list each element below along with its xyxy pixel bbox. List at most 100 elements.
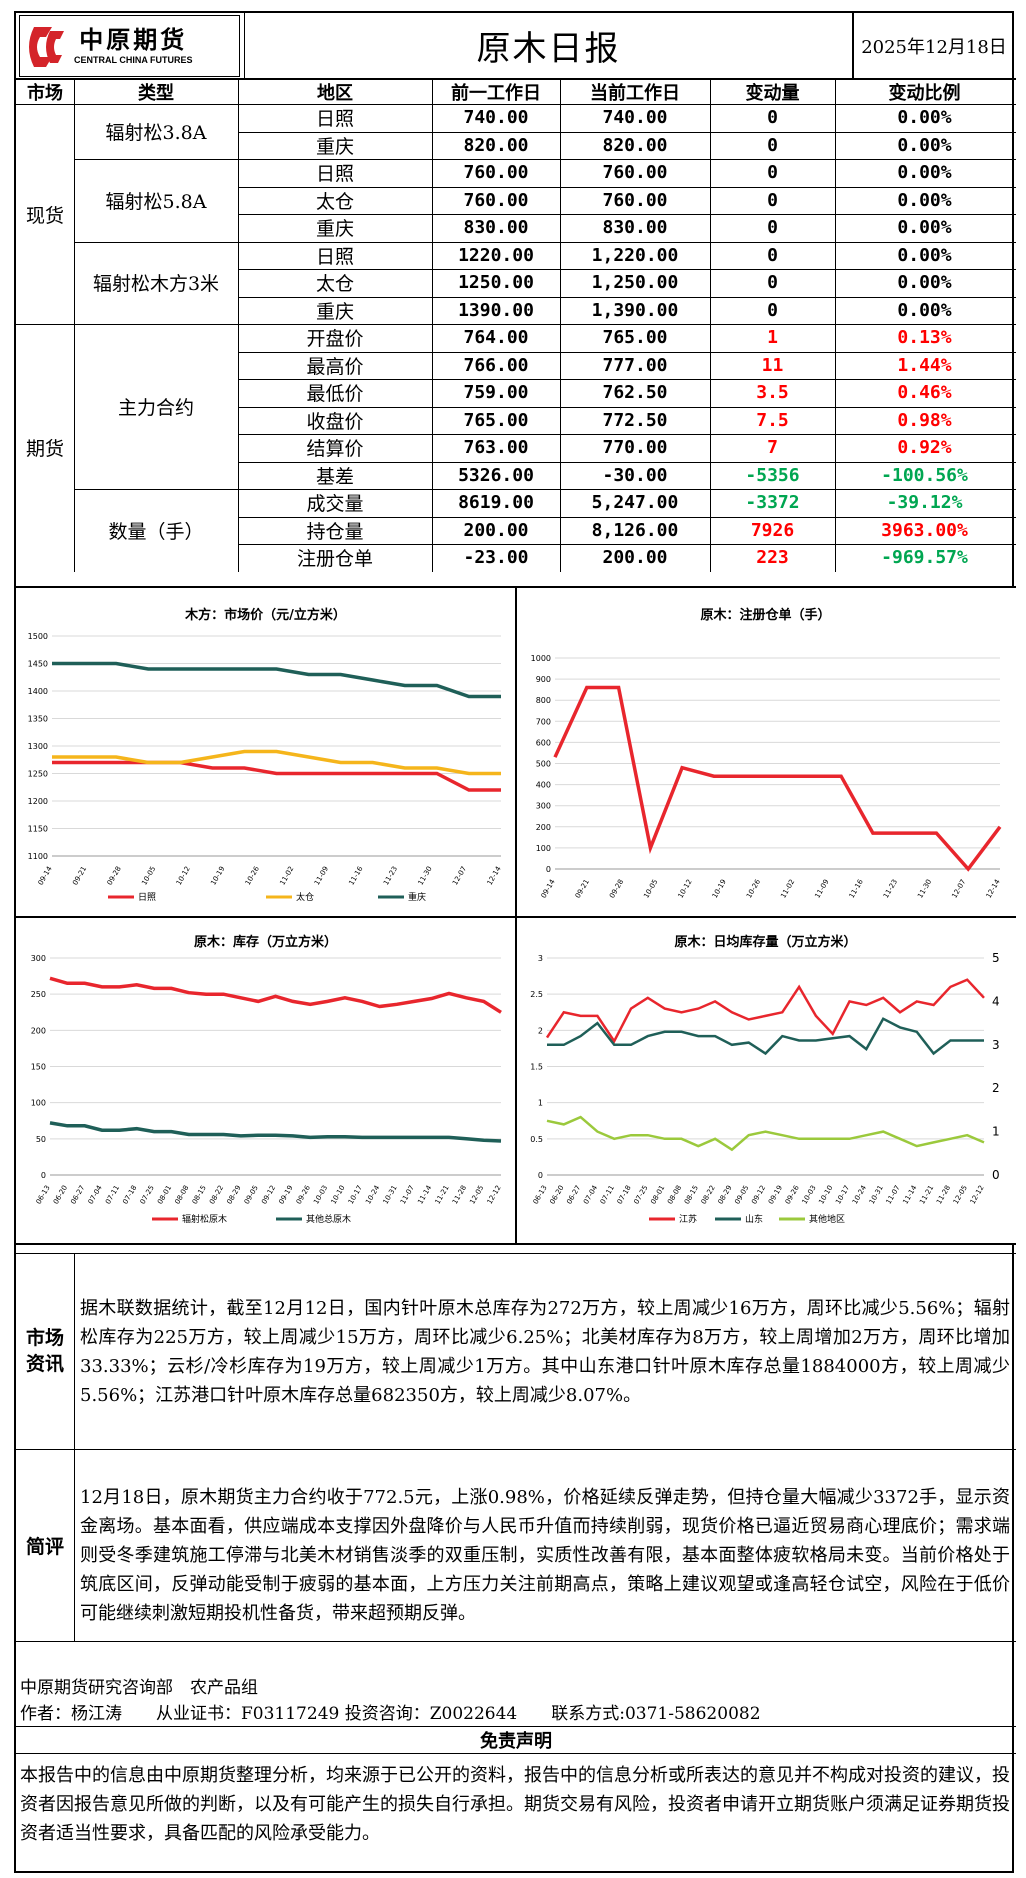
market-info-label: 市场资讯 <box>16 1253 74 1449</box>
prev-value-cell: 766.00 <box>463 354 529 376</box>
x-tick-label: 12-14 <box>486 865 503 887</box>
x-tick-label: 10-24 <box>364 1184 381 1206</box>
report-page: 中原期货 CENTRAL CHINA FUTURES 原木日报 2025年12月… <box>14 11 1016 1873</box>
x-tick-label: 11-02 <box>779 878 796 900</box>
change-pct-cell: -100.56% <box>881 464 968 486</box>
change-pct-cell: 0.00% <box>897 107 952 129</box>
x-tick-label: 08-01 <box>156 1184 173 1206</box>
prev-value-cell: 5326.00 <box>458 464 534 486</box>
disclaimer-text: 本报告中的信息由中原期货整理分析，均来源于已公开的资料，报告中的信息分析或所表达… <box>20 1765 1010 1844</box>
change-pct-cell: 0.00% <box>897 272 952 294</box>
x-tick-label: 07-04 <box>87 1184 104 1206</box>
y-tick-label: 1350 <box>28 715 48 724</box>
y-tick-label: 900 <box>536 675 551 684</box>
x-tick-label: 07-11 <box>104 1184 121 1206</box>
x-tick-label: 10-26 <box>244 865 261 887</box>
change-cell: 0 <box>767 272 778 294</box>
change-pct-cell: 0.98% <box>897 409 952 431</box>
change-cell: 0 <box>767 189 778 211</box>
prev-value-cell: 764.00 <box>463 327 529 349</box>
x-tick-label: 11-14 <box>901 1184 918 1206</box>
prev-value-cell: 765.00 <box>463 409 529 431</box>
comment-text: 12月18日，原木期货主力合约收于772.5元，上涨0.98%，价格延续反弹走势… <box>80 1487 1010 1624</box>
series-line <box>553 685 1002 872</box>
chart-inventory: 原木：库存（万立方米） 0 50 100 150 200 250 300 06-13 06-20 0… <box>16 918 515 1243</box>
curr-value-cell: 760.00 <box>602 162 668 184</box>
logo: 中原期货 CENTRAL CHINA FUTURES <box>19 15 240 77</box>
x-tick-label: 06-20 <box>548 1184 565 1206</box>
region-cell: 收盘价 <box>306 410 364 433</box>
region-cell: 重庆 <box>315 300 354 323</box>
prev-value-cell: -23.00 <box>463 547 529 569</box>
column-header: 变动量 <box>745 83 800 104</box>
chart-title: 原木：日均库存量（万立方米） <box>674 934 856 950</box>
change-cell: 7926 <box>750 519 795 541</box>
chart-title: 原木：注册仓单（手） <box>700 607 830 623</box>
x-tick-label: 12-05 <box>952 1184 969 1206</box>
chart-title: 木方：市场价（元/立方米） <box>184 607 346 623</box>
x-tick-label: 06-27 <box>69 1184 86 1206</box>
y-tick-label: 0 <box>538 1171 543 1180</box>
legend-label: 其他总原木 <box>306 1213 351 1225</box>
x-tick-label: 11-23 <box>382 865 399 887</box>
y-tick-label: 250 <box>31 990 46 999</box>
x-tick-label: 12-07 <box>950 878 967 900</box>
x-tick-label: 06-13 <box>35 1184 52 1206</box>
x-tick-label: 11-30 <box>417 865 434 887</box>
curr-value-cell: 200.00 <box>602 547 668 569</box>
market-info-label-text: 市场资讯 <box>25 1327 64 1375</box>
x-tick-label: 07-11 <box>599 1184 616 1206</box>
x-tick-label: 12-14 <box>985 878 1002 900</box>
region-cell: 日照 <box>315 163 354 186</box>
x-tick-label: 11-16 <box>848 878 865 900</box>
x-tick-label: 10-03 <box>312 1184 329 1206</box>
x-tick-label: 09-19 <box>767 1184 784 1206</box>
prev-value-cell: 763.00 <box>463 437 529 459</box>
y-tick-label: 0.5 <box>530 1135 543 1144</box>
change-cell: 223 <box>756 547 789 569</box>
legend-label: 辐射松原木 <box>182 1213 227 1225</box>
x-tick-label: 10-10 <box>330 1184 347 1206</box>
prev-value-cell: 8619.00 <box>458 492 534 514</box>
change-pct-cell: -969.57% <box>881 547 968 569</box>
x-tick-label: 09-14 <box>37 865 54 887</box>
chart-wood-square-price: 木方：市场价（元/立方米） 1100 1150 1200 1250 1300 1350 140… <box>16 588 515 916</box>
x-tick-label: 11-21 <box>918 1184 935 1206</box>
y-tick-label: 1500 <box>28 632 48 641</box>
y2-tick-label: 0 <box>992 1168 1000 1182</box>
curr-value-cell: 770.00 <box>602 437 668 459</box>
y-tick-label: 1.5 <box>530 1063 543 1072</box>
change-cell: 11 <box>761 354 784 376</box>
type-cell: 辐射松3.8A <box>105 122 207 144</box>
column-header: 地区 <box>317 83 353 104</box>
change-cell: 7.5 <box>756 409 789 431</box>
curr-value-cell: 5,247.00 <box>591 492 679 514</box>
column-header: 当前工作日 <box>590 83 680 104</box>
y-tick-label: 200 <box>536 823 551 832</box>
company-logo-icon <box>29 27 64 67</box>
region-cell: 持仓量 <box>306 520 364 543</box>
change-pct-cell: 0.00% <box>897 189 952 211</box>
change-cell: 0 <box>767 162 778 184</box>
x-tick-label: 09-28 <box>106 865 123 887</box>
region-cell: 结算价 <box>306 438 364 461</box>
x-tick-label: 09-26 <box>784 1184 801 1206</box>
y-tick-label: 0 <box>41 1171 46 1180</box>
prev-value-cell: 740.00 <box>463 107 529 129</box>
x-tick-label: 08-15 <box>683 1184 700 1206</box>
x-tick-label: 10-12 <box>677 878 694 900</box>
x-tick-label: 08-29 <box>717 1184 734 1206</box>
y-tick-label: 2 <box>538 1026 543 1035</box>
disclaimer-title: 免责声明 <box>480 1731 552 1752</box>
prev-value-cell: 759.00 <box>463 382 529 404</box>
logo-cn-text: 中原期货 <box>79 25 188 54</box>
curr-value-cell: 830.00 <box>602 217 668 239</box>
x-tick-label: 09-12 <box>750 1184 767 1206</box>
type-cell: 辐射松木方3米 <box>92 273 220 296</box>
column-header: 市场 <box>27 83 63 104</box>
change-pct-cell: 0.13% <box>897 327 952 349</box>
change-pct-cell: 0.00% <box>897 244 952 266</box>
prev-value-cell: 820.00 <box>463 134 529 156</box>
y2-tick-label: 3 <box>992 1038 1000 1052</box>
y2-tick-label: 4 <box>992 994 1000 1008</box>
